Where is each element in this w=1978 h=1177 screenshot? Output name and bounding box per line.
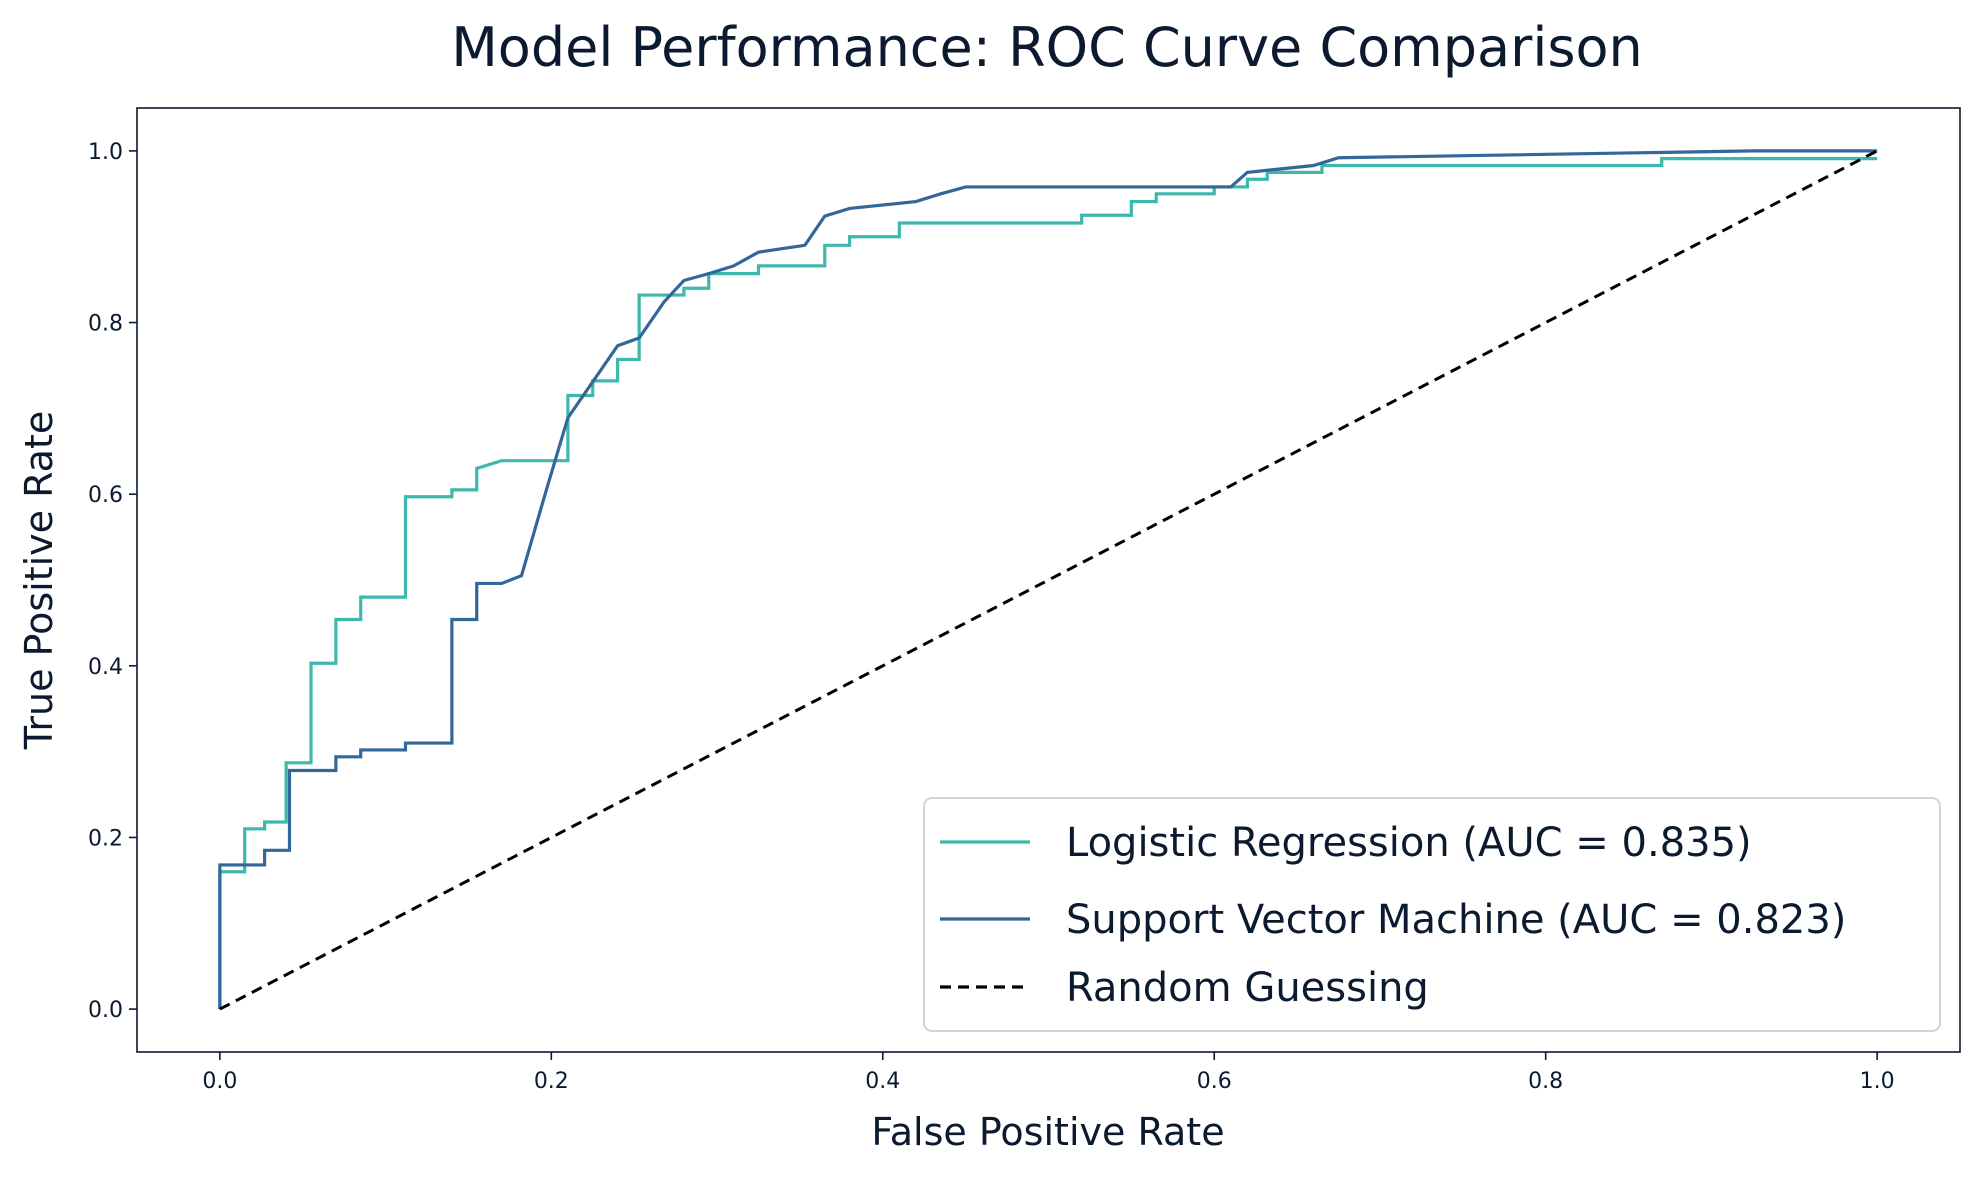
x-axis-label: False Positive Rate [871,1110,1224,1154]
legend-label: Support Vector Machine (AUC = 0.823) [1066,897,1846,943]
y-tick-label: 0.0 [88,998,123,1023]
y-tick-label: 1.0 [88,140,123,165]
plot-area [218,149,1878,1011]
y-tick-label: 0.8 [88,312,123,337]
plot-frame [136,107,1961,1053]
y-tick-label: 0.4 [88,655,123,680]
x-tick-label: 1.0 [1860,1069,1895,1094]
y-axis-ticks: 0.0 0.2 0.4 0.6 0.8 1.0 [88,140,137,1023]
x-axis-ticks: 0.0 0.2 0.4 0.6 0.8 1.0 [202,1052,1895,1094]
series-line-1 [218,149,1878,1010]
y-axis-label: True Positive Rate [17,411,61,751]
legend-label: Random Guessing [1066,965,1429,1011]
x-tick-label: 0.8 [1528,1069,1563,1094]
y-tick-label: 0.6 [88,483,123,508]
chart-title: Model Performance: ROC Curve Comparison [451,16,1643,79]
x-tick-label: 0.4 [865,1069,900,1094]
x-tick-label: 0.0 [202,1069,237,1094]
series-line-2 [219,149,1878,1011]
x-tick-label: 0.6 [1197,1069,1232,1094]
x-tick-label: 0.2 [534,1069,569,1094]
legend-label: Logistic Regression (AUC = 0.835) [1066,820,1752,866]
legend: Logistic Regression (AUC = 0.835) Support… [923,797,1941,1032]
legend-box [923,797,1941,1032]
y-tick-label: 0.2 [88,826,123,851]
